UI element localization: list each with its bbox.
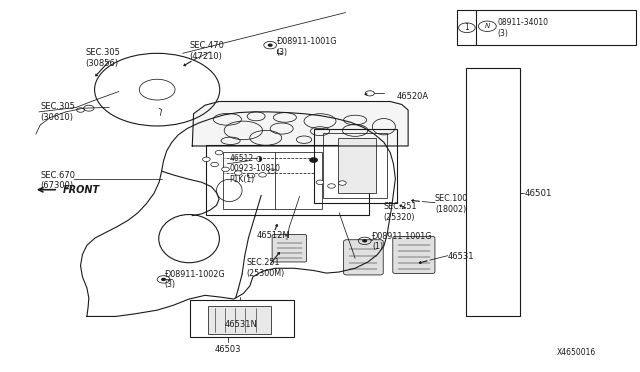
- Text: N: N: [484, 23, 490, 29]
- Circle shape: [215, 150, 223, 155]
- Text: 46520A: 46520A: [397, 92, 429, 101]
- Text: 46512-◑
00923-10810
P1K(1): 46512-◑ 00923-10810 P1K(1): [229, 154, 280, 184]
- Circle shape: [202, 157, 210, 161]
- FancyBboxPatch shape: [393, 236, 435, 273]
- Circle shape: [211, 162, 218, 167]
- Text: 46503: 46503: [215, 345, 241, 354]
- Circle shape: [221, 167, 229, 171]
- FancyBboxPatch shape: [344, 240, 383, 275]
- Circle shape: [310, 158, 317, 162]
- Bar: [458, 10, 636, 45]
- Circle shape: [247, 173, 255, 178]
- Bar: [223, 151, 322, 209]
- Text: 46512M: 46512M: [256, 231, 290, 240]
- Bar: [206, 145, 369, 215]
- Circle shape: [268, 44, 272, 46]
- Text: SEC.670
(67300): SEC.670 (67300): [40, 171, 76, 190]
- Text: SEC.305
(30856): SEC.305 (30856): [86, 48, 120, 68]
- FancyBboxPatch shape: [272, 235, 307, 262]
- Text: 46531N: 46531N: [225, 321, 257, 330]
- Bar: [314, 129, 397, 203]
- Text: SEC.470
(47210): SEC.470 (47210): [189, 41, 224, 61]
- Circle shape: [339, 181, 346, 185]
- Text: Ð08911-1001G
(3): Ð08911-1001G (3): [276, 37, 337, 57]
- Text: 08911-34010
(3): 08911-34010 (3): [497, 18, 548, 38]
- Text: 46531: 46531: [448, 252, 474, 261]
- Bar: [208, 306, 271, 334]
- Text: SEC.251
(25320): SEC.251 (25320): [384, 202, 417, 222]
- Text: X4650016: X4650016: [556, 347, 596, 356]
- Text: SEC.251
(25300M): SEC.251 (25300M): [246, 259, 285, 278]
- Circle shape: [234, 171, 242, 175]
- Circle shape: [316, 180, 324, 185]
- Circle shape: [363, 240, 367, 242]
- Circle shape: [328, 184, 335, 188]
- Text: FRONT: FRONT: [63, 185, 100, 195]
- Text: 46501: 46501: [524, 189, 552, 198]
- Bar: [338, 138, 376, 193]
- Circle shape: [162, 278, 166, 280]
- Text: Ð08911-1002G
(3): Ð08911-1002G (3): [165, 270, 225, 289]
- Text: SEC.305
(30610): SEC.305 (30610): [40, 102, 75, 122]
- Circle shape: [268, 169, 276, 173]
- Circle shape: [259, 173, 266, 177]
- Text: SEC.100
(18002): SEC.100 (18002): [435, 194, 468, 214]
- Polygon shape: [192, 102, 408, 146]
- Bar: [189, 300, 294, 337]
- Bar: [323, 133, 387, 198]
- Text: Ð08911-1001G
(1): Ð08911-1001G (1): [372, 232, 433, 251]
- Text: 1: 1: [465, 23, 469, 32]
- Bar: [466, 68, 520, 317]
